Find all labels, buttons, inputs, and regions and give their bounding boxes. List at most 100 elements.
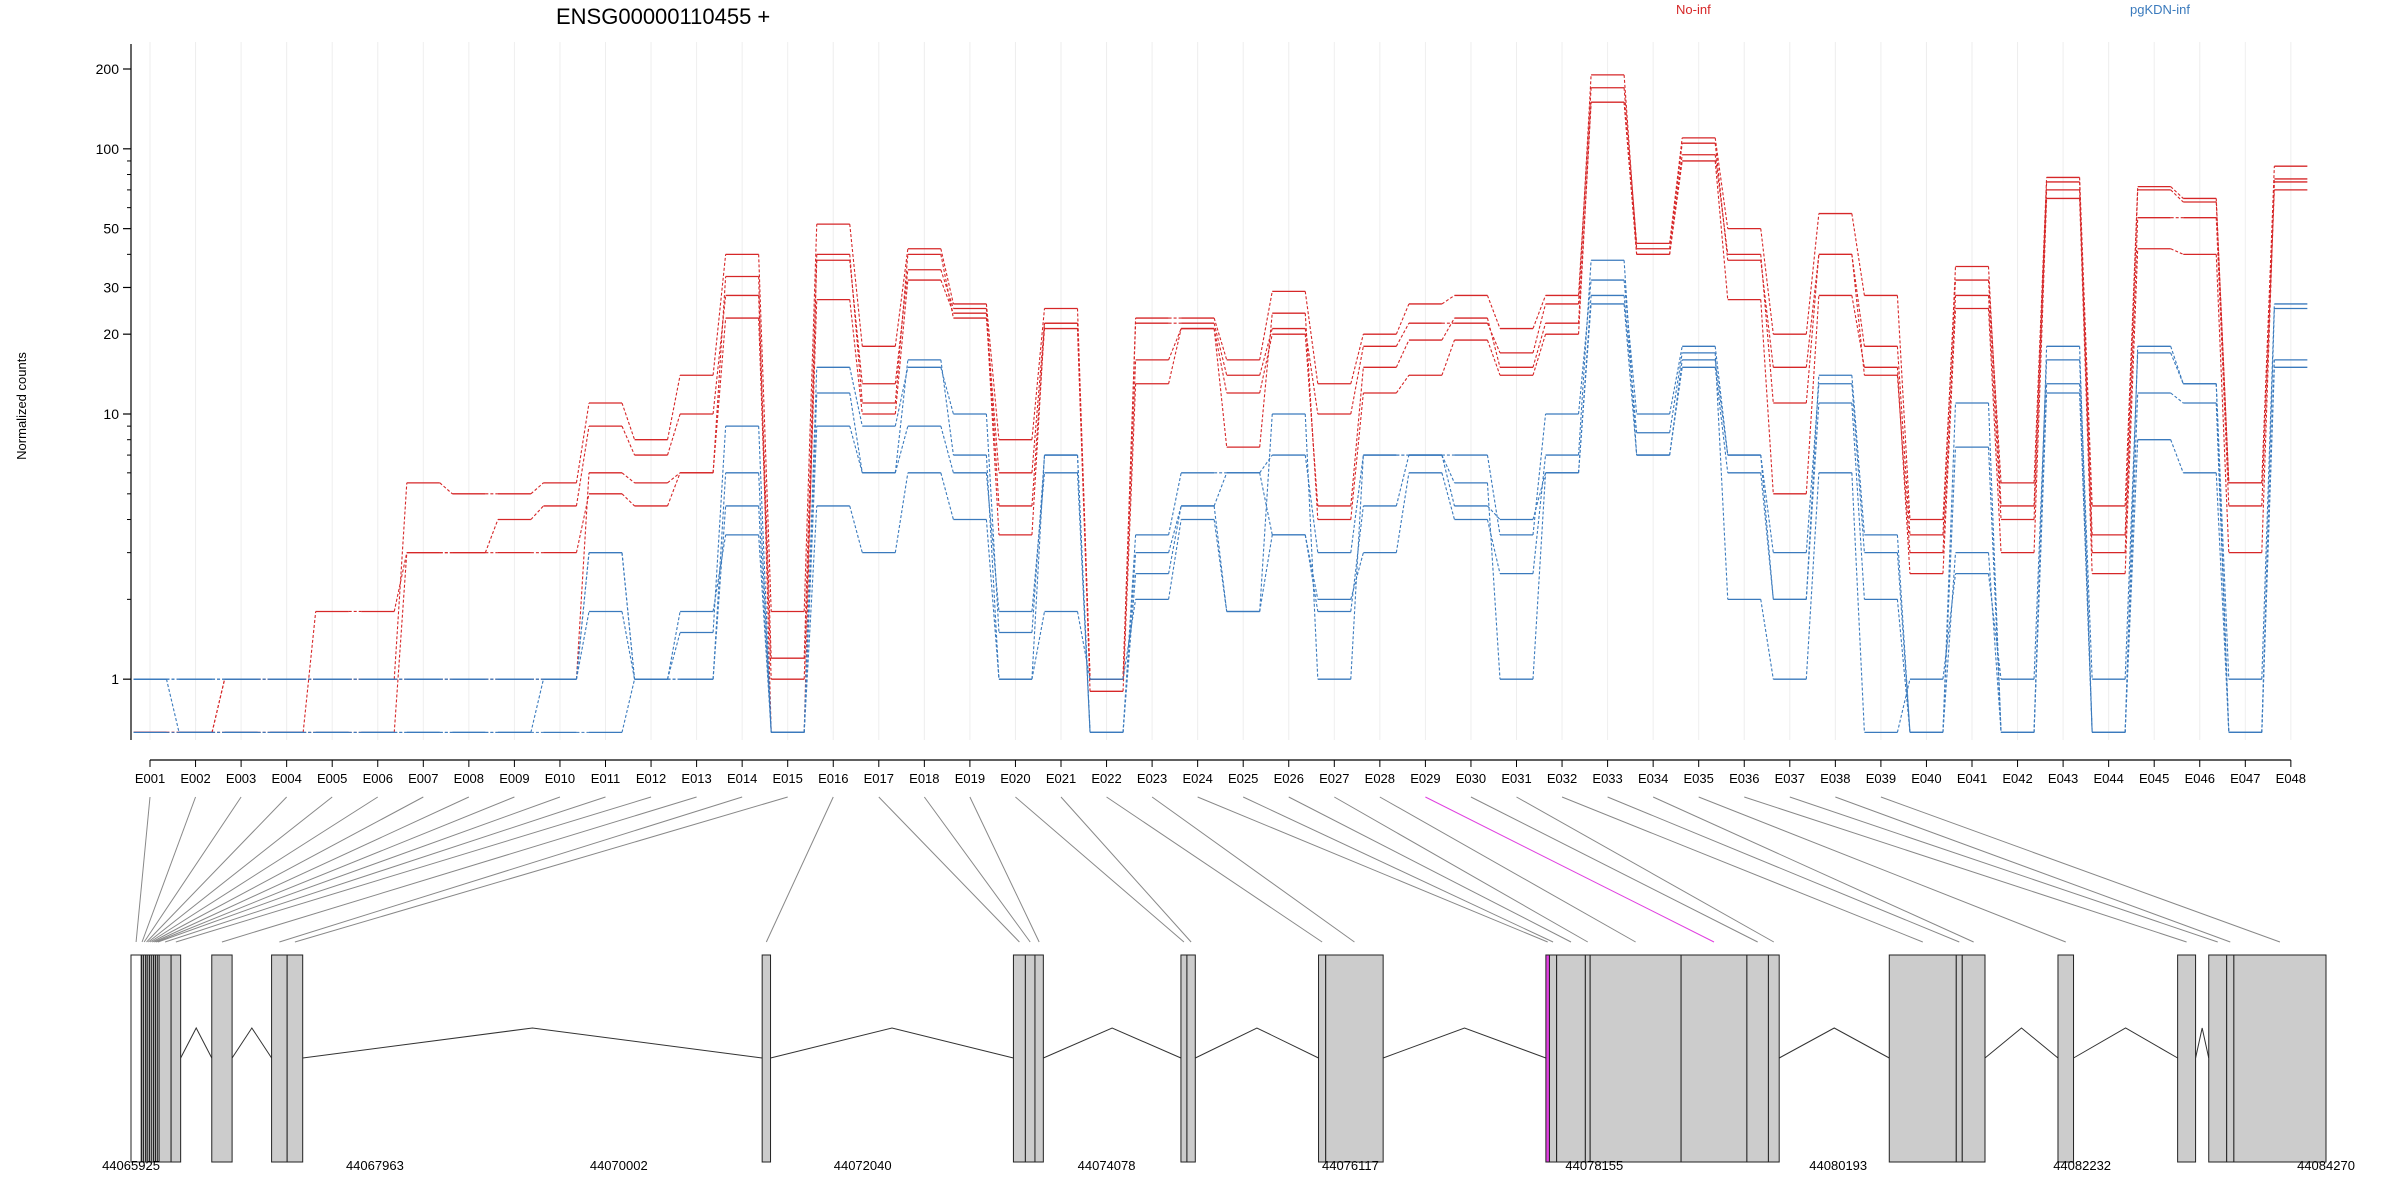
transition-E043 xyxy=(2079,359,2093,680)
exon-block-31 xyxy=(1767,954,1780,1163)
transition-E011 xyxy=(621,552,636,680)
exon-block-17 xyxy=(1012,954,1026,1163)
transition-E018 xyxy=(940,367,954,415)
transition-E023 xyxy=(1168,519,1182,600)
transition-E034 xyxy=(1669,137,1683,244)
transition-E026 xyxy=(1304,455,1319,553)
transition-E014 xyxy=(758,254,772,612)
transition-E010 xyxy=(575,611,590,680)
transition-E027 xyxy=(1350,455,1364,680)
x-tick-label-E008: E008 xyxy=(454,771,484,786)
transition-E014 xyxy=(758,426,772,733)
transition-E044 xyxy=(2124,186,2139,506)
connector-E031 xyxy=(1516,796,1775,943)
transition-E031 xyxy=(1532,472,1547,680)
exon-block-28 xyxy=(1589,954,1682,1163)
transition-E012 xyxy=(667,472,681,507)
legend-pgkdn-inf: pgKDN-inf xyxy=(2130,2,2190,17)
transition-E017 xyxy=(894,472,909,553)
x-tick-label-E023: E023 xyxy=(1137,771,1167,786)
transition-E043 xyxy=(2079,383,2093,733)
transition-E023 xyxy=(1168,328,1182,384)
connector-E005 xyxy=(148,796,333,943)
transition-E032 xyxy=(1578,279,1592,415)
exon-block-20 xyxy=(1180,954,1188,1163)
intron-19 xyxy=(1043,1027,1182,1059)
transition-E041 xyxy=(1987,573,2002,680)
connector-E012 xyxy=(175,796,652,943)
transition-E010 xyxy=(575,402,590,483)
transition-E020 xyxy=(1031,611,1046,680)
x-tick-label-E001: E001 xyxy=(135,771,165,786)
exon-block-18 xyxy=(1024,954,1036,1163)
x-tick-label-E013: E013 xyxy=(681,771,711,786)
x-tick-label-E036: E036 xyxy=(1729,771,1759,786)
exon-block-38 xyxy=(2226,954,2235,1163)
transition-E021 xyxy=(1076,455,1091,733)
transition-E044 xyxy=(2124,352,2139,680)
transition-E039 xyxy=(1896,679,1911,733)
transition-E044 xyxy=(2124,248,2139,574)
transition-E045 xyxy=(2170,189,2184,203)
x-tick-label-E002: E002 xyxy=(180,771,210,786)
x-tick-label-E047: E047 xyxy=(2230,771,2260,786)
transition-E014 xyxy=(758,318,772,680)
x-tick-label-E048: E048 xyxy=(2276,771,2306,786)
transition-E017 xyxy=(894,279,909,415)
transition-E015 xyxy=(803,505,818,733)
transition-E010 xyxy=(575,472,590,680)
transition-E037 xyxy=(1805,402,1820,600)
coord-label-7: 44078155 xyxy=(1565,1158,1623,1173)
transition-E025 xyxy=(1259,472,1273,536)
transition-E028 xyxy=(1395,374,1410,394)
transition-E030 xyxy=(1486,519,1501,574)
x-tick-label-E024: E024 xyxy=(1182,771,1212,786)
x-tick-label-E007: E007 xyxy=(408,771,438,786)
exon-block-21 xyxy=(1186,954,1196,1163)
connector-E013 xyxy=(221,796,697,943)
x-tick-label-E040: E040 xyxy=(1911,771,1941,786)
intron-23 xyxy=(1382,1027,1547,1059)
transition-E031 xyxy=(1532,295,1547,329)
transition-E019 xyxy=(985,455,1000,680)
transition-E017 xyxy=(894,248,909,347)
transition-E031 xyxy=(1532,323,1547,368)
transition-E042 xyxy=(2033,177,2048,483)
exon-block-16 xyxy=(761,954,772,1163)
transition-E022 xyxy=(1122,359,1137,680)
transition-E043 xyxy=(2079,177,2093,506)
transition-E023 xyxy=(1168,472,1182,536)
intron-31 xyxy=(1778,1027,1890,1059)
transition-E030 xyxy=(1486,322,1501,354)
transition-E033 xyxy=(1623,295,1638,433)
transition-E011 xyxy=(621,679,636,733)
connector-E038 xyxy=(1835,796,2231,943)
connector-E026 xyxy=(1288,796,1572,943)
transition-E044 xyxy=(2124,346,2139,733)
transition-E036 xyxy=(1760,299,1774,494)
coord-label-8: 44080193 xyxy=(1809,1158,1867,1173)
transition-E013 xyxy=(712,426,727,633)
transition-E014 xyxy=(758,295,772,659)
connector-E008 xyxy=(154,796,470,943)
transition-E019 xyxy=(985,413,1000,633)
x-tick-label-E005: E005 xyxy=(317,771,347,786)
x-tick-label-E031: E031 xyxy=(1501,771,1531,786)
connector-E006 xyxy=(149,796,379,943)
transition-E041 xyxy=(1987,552,2002,733)
x-tick-label-E030: E030 xyxy=(1456,771,1486,786)
x-tick-label-E010: E010 xyxy=(545,771,575,786)
exon-block-24 xyxy=(1545,954,1550,1163)
transition-E039 xyxy=(1896,346,1911,535)
connector-E011 xyxy=(164,796,606,943)
transition-E032 xyxy=(1578,295,1592,473)
transition-E045 xyxy=(2170,186,2184,199)
transition-E020 xyxy=(1031,455,1046,680)
transition-E016 xyxy=(849,224,863,347)
connector-E002 xyxy=(141,796,197,943)
x-tick-label-E029: E029 xyxy=(1410,771,1440,786)
connector-E037 xyxy=(1789,796,2218,943)
series-lines xyxy=(133,74,2308,734)
y-axis-label: Normalized counts xyxy=(14,352,29,460)
